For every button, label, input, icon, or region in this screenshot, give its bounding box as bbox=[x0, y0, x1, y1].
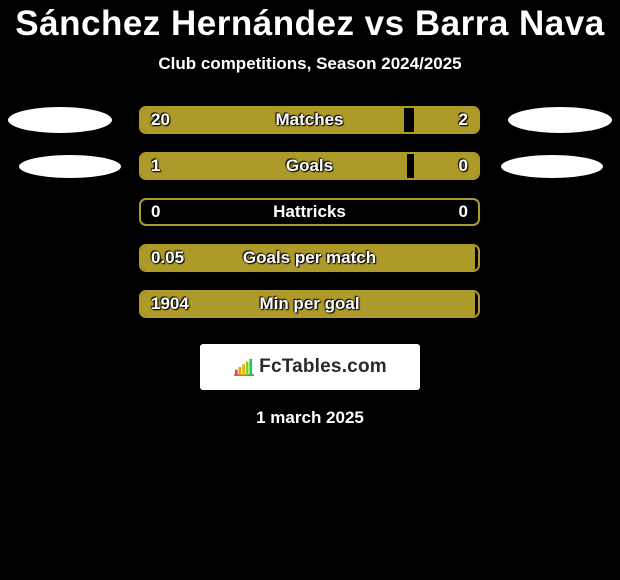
subtitle: Club competitions, Season 2024/2025 bbox=[0, 54, 620, 74]
player-right-marker bbox=[501, 155, 603, 178]
stat-row: Matches202 bbox=[0, 106, 620, 134]
stat-bar: Goals per match0.05 bbox=[139, 244, 480, 272]
date: 1 march 2025 bbox=[0, 408, 620, 428]
page-title: Sánchez Hernández vs Barra Nava bbox=[0, 4, 620, 44]
stat-row: Min per goal1904 bbox=[0, 290, 620, 318]
player-right-marker bbox=[508, 107, 612, 133]
stat-row: Goals10 bbox=[0, 152, 620, 180]
stat-row: Hattricks0 0 bbox=[0, 198, 620, 226]
logo-text: FcTables.com bbox=[259, 356, 387, 378]
bar-fill-left bbox=[141, 292, 475, 316]
stat-label: Hattricks bbox=[141, 202, 478, 222]
bar-fill-left bbox=[141, 246, 475, 270]
stat-bar: Matches202 bbox=[139, 106, 480, 134]
bar-fill-right bbox=[414, 154, 478, 178]
chart-icon bbox=[233, 358, 255, 376]
bar-fill-right bbox=[414, 108, 478, 132]
infographic-container: Sánchez Hernández vs Barra Nava Club com… bbox=[0, 0, 620, 580]
bar-fill-left bbox=[141, 108, 404, 132]
stat-value-left: 0 bbox=[151, 202, 160, 222]
stat-bar: Min per goal1904 bbox=[139, 290, 480, 318]
player-left-marker bbox=[19, 155, 121, 178]
stat-value-right: 0 bbox=[459, 202, 468, 222]
stat-row: Goals per match0.05 bbox=[0, 244, 620, 272]
player-left-marker bbox=[8, 107, 112, 133]
bar-fill-left bbox=[141, 154, 407, 178]
stat-rows: Matches202 Goals10 Hattricks0 0 Goals per ma… bbox=[0, 106, 620, 318]
stat-bar: Hattricks0 0 bbox=[139, 198, 480, 226]
logo: FcTables.com bbox=[200, 344, 420, 390]
stat-bar: Goals10 bbox=[139, 152, 480, 180]
